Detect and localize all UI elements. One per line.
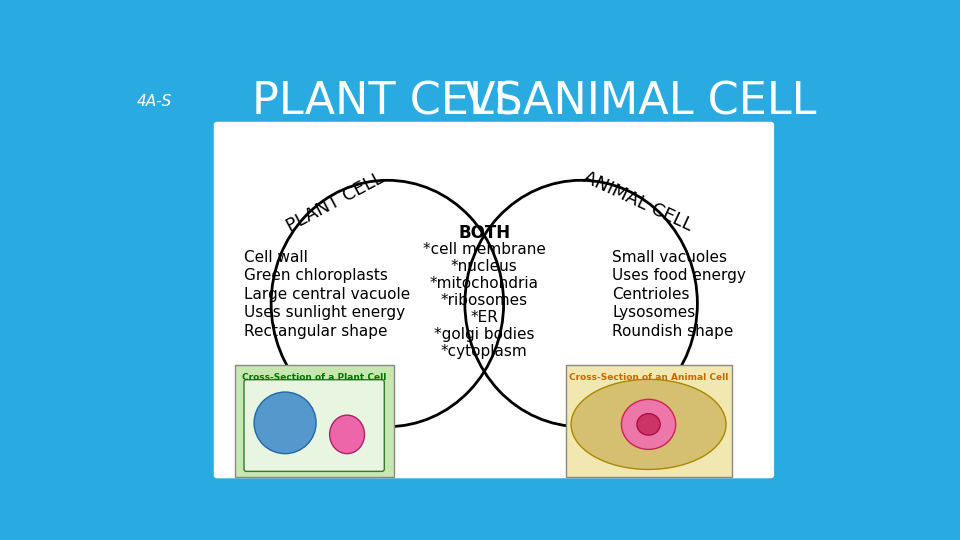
Ellipse shape [254, 392, 316, 454]
FancyBboxPatch shape [214, 122, 774, 478]
Text: 4A-S: 4A-S [137, 94, 172, 109]
Text: *cytoplasm: *cytoplasm [441, 344, 528, 359]
Text: *ribosomes: *ribosomes [441, 293, 528, 308]
Text: BOTH: BOTH [458, 224, 511, 242]
FancyBboxPatch shape [565, 365, 732, 477]
Text: Rectangular shape: Rectangular shape [244, 323, 388, 339]
Text: Small vacuoles: Small vacuoles [612, 250, 727, 265]
FancyBboxPatch shape [234, 365, 394, 477]
Text: ANIMAL CELL: ANIMAL CELL [523, 80, 816, 123]
Text: PLANT CELL: PLANT CELL [252, 80, 518, 123]
Ellipse shape [571, 379, 726, 469]
Text: Lysosomes: Lysosomes [612, 305, 695, 320]
Text: Centrioles: Centrioles [612, 287, 689, 302]
Text: *cell membrane: *cell membrane [422, 242, 545, 257]
Ellipse shape [636, 414, 660, 435]
Text: *nucleus: *nucleus [451, 259, 517, 274]
Text: *mitochondria: *mitochondria [430, 276, 539, 291]
Ellipse shape [329, 415, 365, 454]
Ellipse shape [621, 400, 676, 449]
Text: *ER: *ER [470, 310, 498, 325]
Text: Cross-Section of an Animal Cell: Cross-Section of an Animal Cell [569, 373, 729, 382]
Text: Green chloroplasts: Green chloroplasts [244, 268, 388, 284]
Text: Roundish shape: Roundish shape [612, 323, 733, 339]
Text: Cell wall: Cell wall [244, 250, 308, 265]
Text: *golgi bodies: *golgi bodies [434, 327, 535, 342]
Text: VS: VS [465, 80, 523, 123]
Text: Large central vacuole: Large central vacuole [244, 287, 410, 302]
FancyBboxPatch shape [244, 380, 384, 471]
Text: Uses food energy: Uses food energy [612, 268, 746, 284]
Text: Uses sunlight energy: Uses sunlight energy [244, 305, 405, 320]
Text: ANIMAL CELL: ANIMAL CELL [580, 168, 695, 235]
Text: Cross-Section of a Plant Cell: Cross-Section of a Plant Cell [242, 373, 386, 382]
Text: PLANT CELL: PLANT CELL [283, 168, 387, 235]
